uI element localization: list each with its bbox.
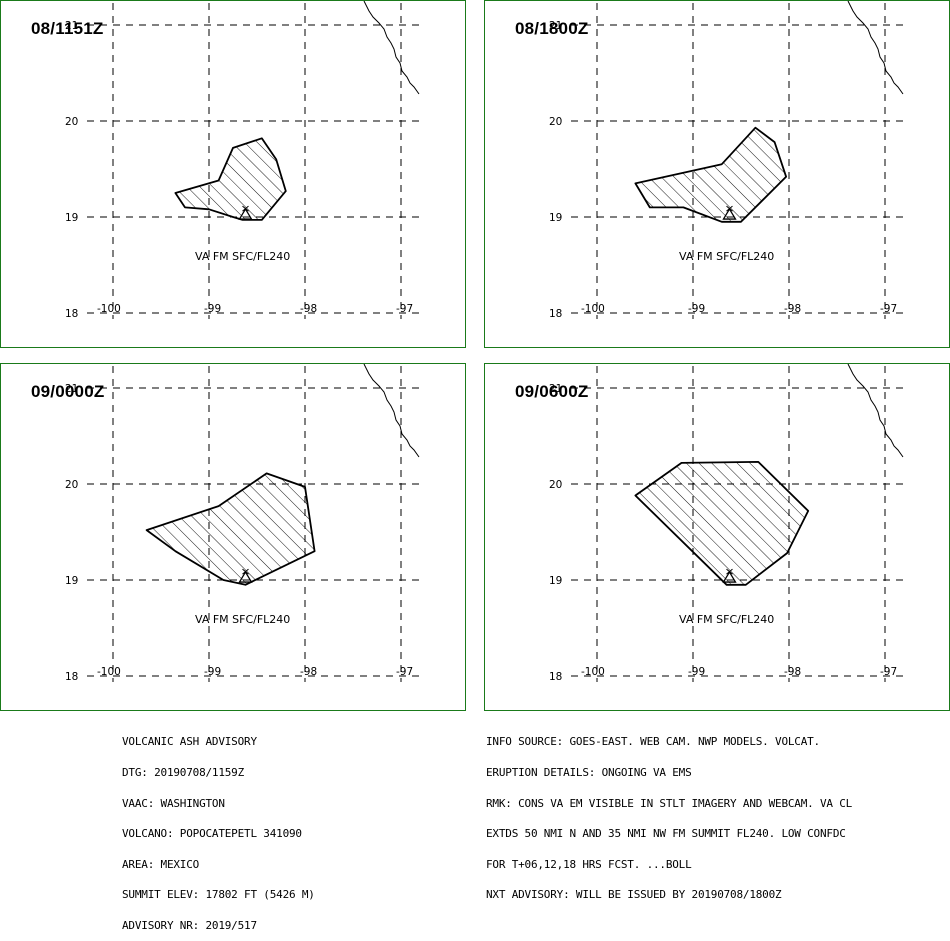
- map-canvas: -100 -99 -98 -97 21 20 19 18 VA FM SFC/FL240: [549, 1, 905, 320]
- longitude-tick-label: -99: [204, 303, 221, 315]
- advisory-line: VOLCANIC ASH ADVISORY: [122, 735, 257, 749]
- latitude-tick-label: 18: [549, 308, 562, 320]
- longitude-tick-label: -97: [396, 666, 413, 678]
- longitude-tick-label: -100: [97, 303, 121, 315]
- volcano-icon: [238, 207, 253, 220]
- volcano-icon: [726, 205, 733, 212]
- ash-cloud-polygon: [145, 472, 316, 586]
- advisory-line: RMK: CONS VA EM VISIBLE IN STLT IMAGERY …: [486, 796, 853, 810]
- advisory-line: ERUPTION DETAILS: ONGOING VA EMS: [486, 766, 692, 780]
- volcano-icon: [238, 570, 253, 583]
- advisory-line: INFO SOURCE: GOES-EAST. WEB CAM. NWP MOD…: [486, 735, 820, 749]
- latitude-tick-label: 21: [65, 383, 78, 395]
- latitude-tick-label: 21: [549, 383, 562, 395]
- forecast-panel: -100 -99 -98 -97 21 20 19 18 VA FM SFC/FL240 08/…: [0, 0, 466, 348]
- latitude-tick-label: 21: [65, 20, 78, 32]
- advisory-line: DTG: 20190708/1159Z: [122, 766, 245, 780]
- longitude-tick-label: -97: [396, 303, 413, 315]
- coastline: [847, 1, 904, 95]
- map-canvas: -100 -99 -98 -97 21 20 19 18 VA FM SFC/FL240: [65, 364, 421, 683]
- advisory-header-block: VOLCANIC ASH ADVISORY DTG: 20190708/1159…: [122, 717, 315, 941]
- latitude-tick-label: 20: [65, 116, 78, 128]
- ash-layer-label: VA FM SFC/FL240: [195, 250, 290, 263]
- latitude-tick-label: 20: [549, 116, 562, 128]
- volcano-icon: [722, 570, 737, 583]
- advisory-line: FOR T+06,12,18 HRS FCST. ...BOLL: [486, 857, 692, 871]
- ash-cloud-polygon: [634, 461, 810, 586]
- valid-time-label: 08/1151Z: [31, 19, 104, 38]
- longitude-tick-label: -99: [204, 666, 221, 678]
- latitude-tick-label: 19: [65, 575, 78, 587]
- latitude-tick-label: 20: [65, 479, 78, 491]
- coastline: [847, 364, 904, 458]
- latitude-tick-label: 19: [65, 212, 78, 224]
- ash-layer-label: VA FM SFC/FL240: [679, 613, 774, 626]
- advisory-line: VAAC: WASHINGTON: [122, 796, 225, 810]
- volcano-icon: [242, 205, 249, 212]
- longitude-tick-label: -98: [784, 303, 801, 315]
- forecast-panel: -100 -99 -98 -97 21 20 19 18 VA FM SFC/FL240 09/…: [484, 363, 950, 711]
- longitude-tick-label: -98: [300, 666, 317, 678]
- latitude-tick-label: 18: [65, 671, 78, 683]
- advisory-line: VOLCANO: POPOCATEPETL 341090: [122, 827, 302, 841]
- longitude-tick-label: -100: [581, 666, 605, 678]
- ash-cloud-polygon: [174, 137, 287, 221]
- ash-layer-label: VA FM SFC/FL240: [195, 613, 290, 626]
- latitude-tick-label: 18: [549, 671, 562, 683]
- advisory-line: NXT ADVISORY: WILL BE ISSUED BY 20190708…: [486, 888, 782, 902]
- longitude-tick-label: -99: [688, 303, 705, 315]
- coastline: [363, 1, 420, 95]
- advisory-line: SUMMIT ELEV: 17802 FT (5426 M): [122, 888, 315, 902]
- ash-cloud-polygon: [634, 126, 788, 223]
- latitude-tick-label: 20: [549, 479, 562, 491]
- latitude-tick-label: 18: [65, 308, 78, 320]
- longitude-tick-label: -99: [688, 666, 705, 678]
- advisory-line: AREA: MEXICO: [122, 857, 200, 871]
- forecast-panel: -100 -99 -98 -97 21 20 19 18 VA FM SFC/FL240 09/…: [0, 363, 466, 711]
- latitude-tick-label: 21: [549, 20, 562, 32]
- valid-time-label: 08/1800Z: [515, 19, 589, 38]
- longitude-tick-label: -98: [784, 666, 801, 678]
- longitude-tick-label: -97: [880, 666, 897, 678]
- map-canvas: -100 -99 -98 -97 21 20 19 18 VA FM SFC/FL240: [549, 364, 905, 683]
- coastline: [363, 364, 420, 458]
- volcano-icon: [722, 207, 737, 220]
- latitude-tick-label: 19: [549, 575, 562, 587]
- longitude-tick-label: -100: [581, 303, 605, 315]
- volcano-icon: [242, 568, 249, 575]
- advisory-remarks-block: INFO SOURCE: GOES-EAST. WEB CAM. NWP MOD…: [486, 717, 852, 911]
- valid-time-label: 09/0600Z: [515, 382, 589, 401]
- longitude-tick-label: -98: [300, 303, 317, 315]
- forecast-panel: -100 -99 -98 -97 21 20 19 18 VA FM SFC/FL240 08/…: [484, 0, 950, 348]
- volcano-icon: [726, 568, 733, 575]
- ash-layer-label: VA FM SFC/FL240: [679, 250, 774, 263]
- advisory-line: EXTDS 50 NMI N AND 35 NMI NW FM SUMMIT F…: [486, 827, 846, 841]
- latitude-tick-label: 19: [549, 212, 562, 224]
- longitude-tick-label: -100: [97, 666, 121, 678]
- longitude-tick-label: -97: [880, 303, 897, 315]
- advisory-line: ADVISORY NR: 2019/517: [122, 919, 257, 933]
- valid-time-label: 09/0000Z: [31, 382, 105, 401]
- map-canvas: -100 -99 -98 -97 21 20 19 18 VA FM SFC/FL240: [65, 1, 421, 320]
